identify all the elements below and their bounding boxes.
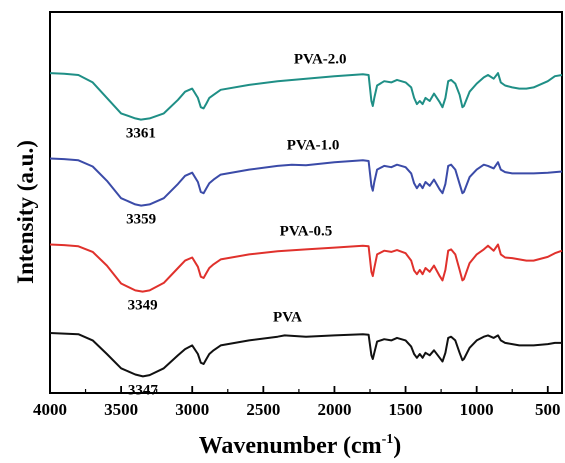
plot-frame [49, 11, 563, 394]
series-line-pva [49, 332, 562, 378]
series-label-pva-2.0: PVA-2.0 [294, 52, 347, 68]
peak-label-pva-0.5: 3349 [128, 298, 158, 314]
peak-labels: 3361 3359 3349 3347 [126, 126, 158, 399]
x-axis-tick-labels: 4000 3500 3000 2500 2000 1500 1000 500 [33, 400, 561, 419]
peak-label-pva: 3347 [128, 382, 159, 398]
x-axis-title-close-paren: ) [393, 433, 401, 459]
y-axis-title: Intensity (a.u.) [13, 140, 38, 284]
x-tick-label-1500: 1500 [389, 400, 423, 419]
series-line-pva-0.5 [49, 243, 563, 293]
peak-label-pva-1.0: 3359 [126, 212, 156, 228]
series-label-pva-1.0: PVA-1.0 [287, 138, 340, 154]
x-axis-title-open-paren: ( [343, 433, 351, 459]
x-tick-label-3000: 3000 [175, 400, 209, 419]
series-label-pva: PVA [273, 310, 302, 326]
x-tick-label-3500: 3500 [104, 400, 138, 419]
x-axis-unit-exponent: -1 [382, 432, 394, 447]
x-tick-label-500: 500 [535, 400, 561, 419]
x-tick-label-2500: 2500 [246, 400, 280, 419]
plot-border [49, 11, 563, 394]
x-axis-title-text: Wavenumber [199, 433, 338, 459]
x-axis-unit-base: cm [351, 433, 382, 459]
x-tick-label-1000: 1000 [460, 400, 494, 419]
series-line-pva-2.0 [49, 72, 563, 121]
x-tick-label-4000: 4000 [33, 400, 67, 419]
series-labels: PVA-2.0 PVA-1.0 PVA-0.5 PVA [273, 52, 346, 326]
peak-label-pva-2.0: 3361 [126, 126, 156, 142]
x-axis-title: Wavenumber (cm-1) [199, 432, 402, 459]
x-axis-ticks [49, 386, 549, 393]
series-label-pva-0.5: PVA-0.5 [280, 224, 333, 240]
series-lines [49, 72, 563, 378]
series-line-pva-1.0 [49, 157, 563, 207]
x-tick-label-2000: 2000 [317, 400, 351, 419]
